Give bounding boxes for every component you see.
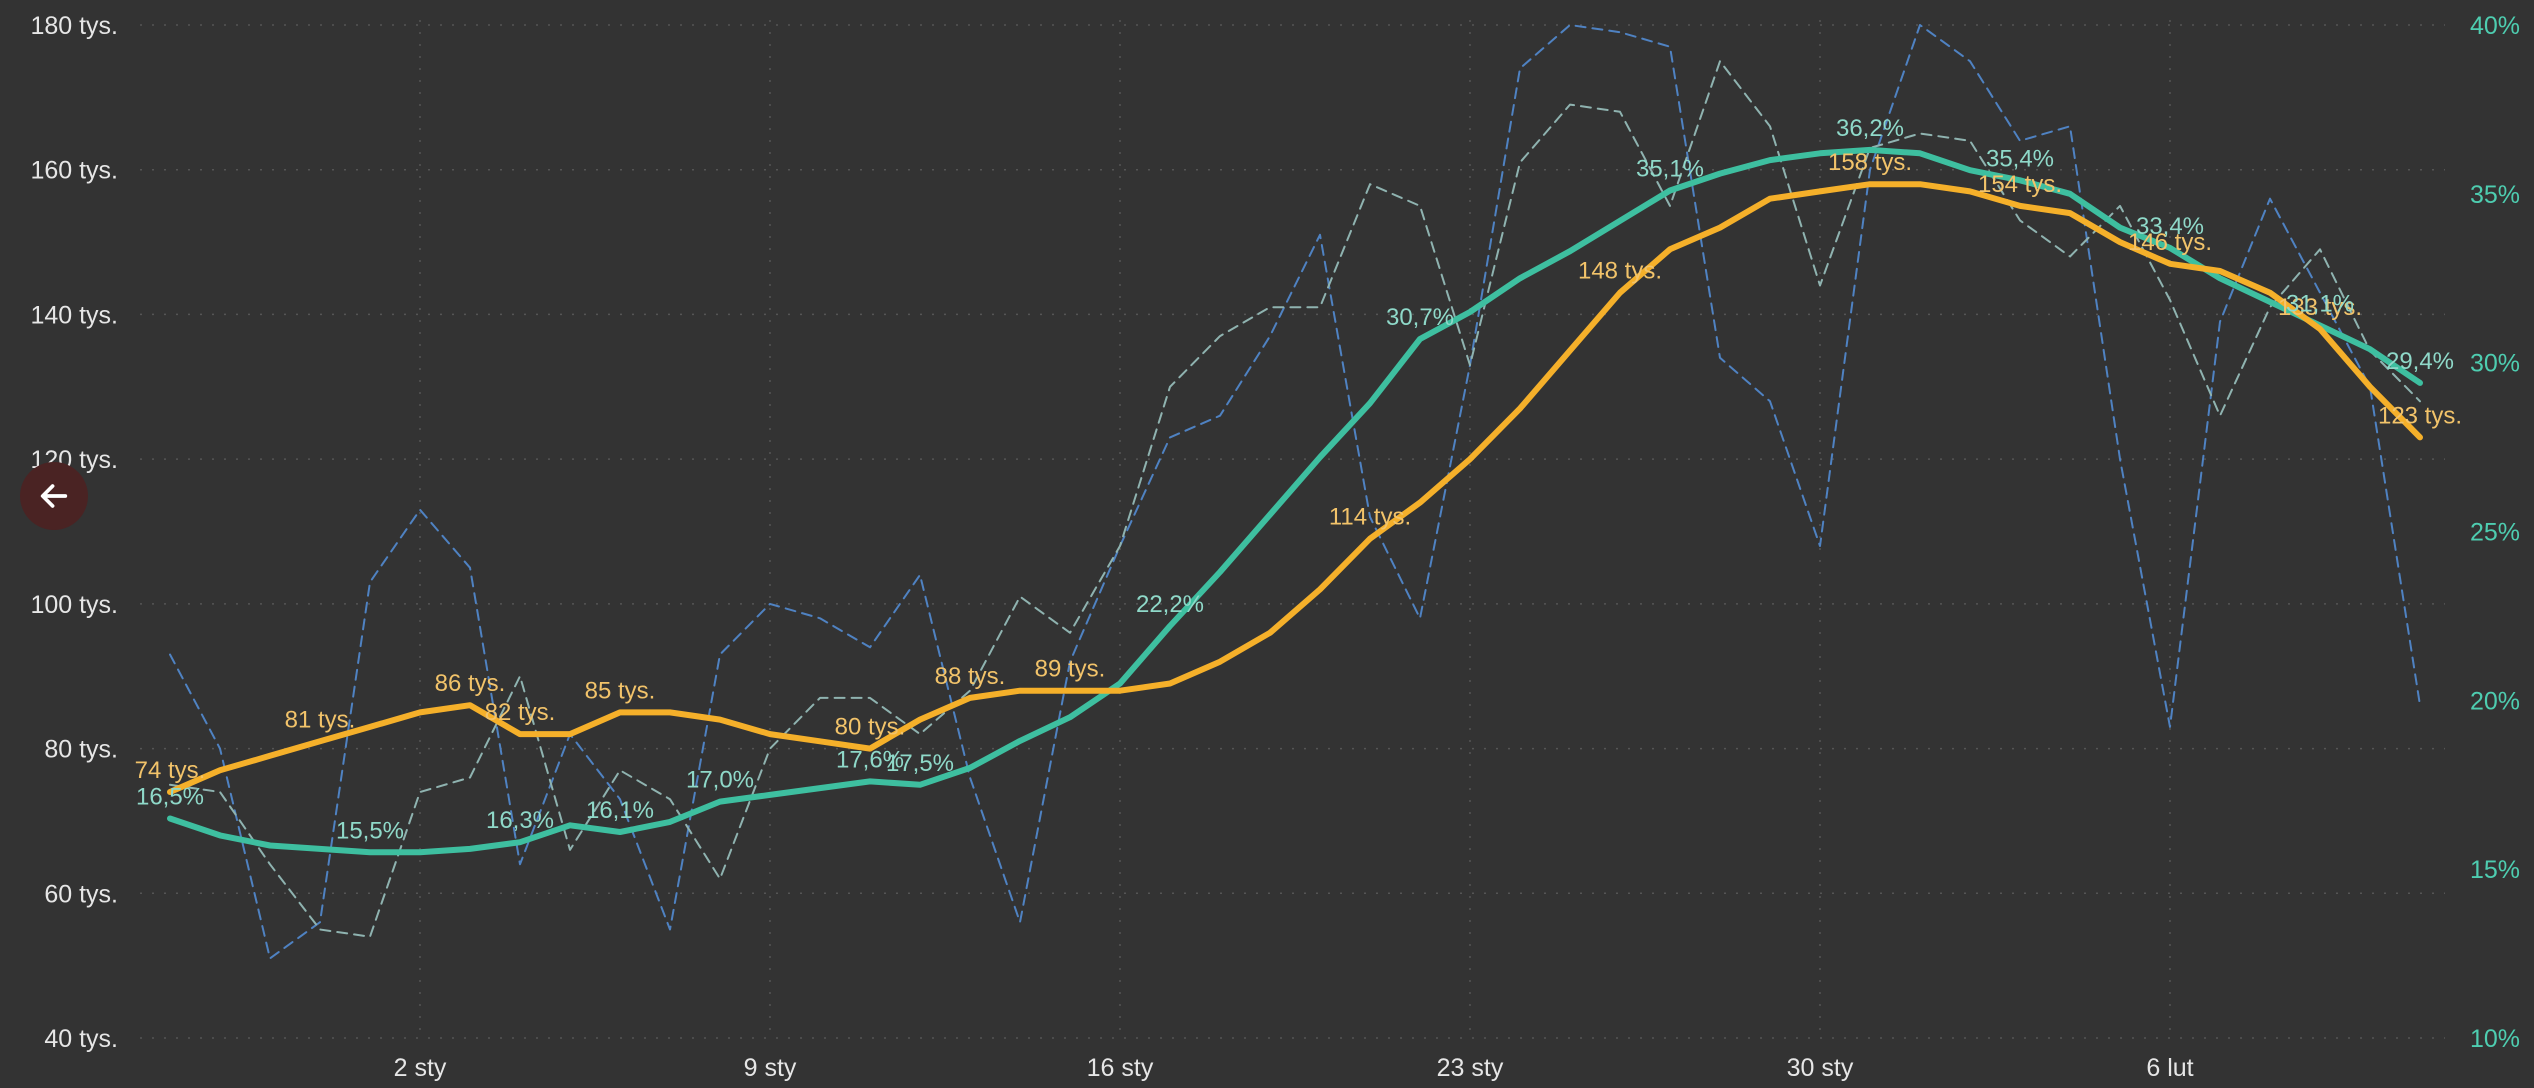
data-label: 123 tys.: [2378, 402, 2462, 429]
series-line-teal: [167, 146, 2423, 856]
data-label: 36,2%: [1836, 115, 1904, 142]
data-label: 148 tys.: [1578, 258, 1662, 285]
data-label: 16,1%: [586, 797, 654, 824]
series-line-orange: [167, 181, 2423, 795]
y-right-tick-label: 25%: [2470, 519, 2520, 547]
data-label: 114 tys.: [1329, 504, 1411, 531]
data-label: 16,3%: [486, 807, 554, 834]
axis-tick-labels: 40 tys.60 tys.80 tys.100 tys.120 tys.140…: [30, 12, 2520, 1082]
data-label: 15,5%: [336, 817, 404, 844]
data-label: 17,6%: [836, 746, 904, 773]
data-label: 89 tys.: [1035, 656, 1106, 683]
y-left-tick-label: 140 tys.: [30, 301, 118, 329]
data-label: 17,0%: [686, 767, 754, 794]
data-label: 30,7%: [1386, 304, 1454, 331]
data-label: 158 tys.: [1828, 149, 1912, 176]
data-label: 35,4%: [1986, 145, 2054, 172]
data-label: 35,1%: [1636, 155, 1704, 182]
grid-lines: [140, 20, 2445, 1039]
x-tick-label: 23 sty: [1437, 1054, 1504, 1082]
y-left-tick-label: 160 tys.: [30, 157, 118, 185]
y-left-tick-label: 40 tys.: [44, 1025, 118, 1053]
x-tick-label: 30 sty: [1787, 1054, 1854, 1082]
data-label: 16,5%: [136, 784, 204, 811]
data-label: 29,4%: [2386, 348, 2454, 375]
y-right-tick-label: 30%: [2470, 350, 2520, 378]
series-line-dashed-pale: [169, 60, 2421, 938]
data-labels: 74 tys. 81 tys. 86 tys.82 tys. 85 tys. 80 ty…: [135, 115, 2462, 844]
x-tick-label: 6 lut: [2146, 1054, 2193, 1082]
y-right-tick-label: 20%: [2470, 687, 2520, 715]
y-right-tick-label: 35%: [2470, 181, 2520, 209]
data-label: 31,1%: [2286, 291, 2354, 318]
y-left-tick-label: 80 tys.: [44, 736, 118, 764]
data-label: 86 tys.: [435, 670, 506, 697]
y-right-tick-label: 10%: [2470, 1025, 2520, 1053]
y-right-tick-label: 15%: [2470, 856, 2520, 884]
data-label: 85 tys.: [585, 677, 656, 704]
data-label: 80 tys.: [835, 714, 906, 741]
data-label: 22,2%: [1136, 591, 1204, 618]
x-tick-label: 9 sty: [744, 1054, 797, 1082]
y-left-tick-label: 100 tys.: [30, 591, 118, 619]
data-label: 154 tys.: [1978, 171, 2062, 198]
back-button[interactable]: [20, 462, 88, 530]
data-label: 33,4%: [2136, 213, 2204, 240]
data-label: 17,5%: [886, 750, 954, 777]
data-label: 146 tys.: [2128, 229, 2212, 256]
series-lines: [167, 24, 2423, 960]
data-label: 81 tys.: [285, 706, 356, 733]
y-right-tick-label: 40%: [2470, 12, 2520, 40]
y-left-tick-label: 60 tys.: [44, 880, 118, 908]
data-label: 74 tys.: [135, 757, 206, 784]
series-line-dashed-blue: [169, 24, 2421, 960]
data-label: 133 tys.: [2278, 294, 2362, 321]
x-tick-label: 16 sty: [1087, 1054, 1154, 1082]
x-tick-label: 2 sty: [394, 1054, 447, 1082]
data-label: 88 tys.: [935, 663, 1006, 690]
data-label: 82 tys.: [485, 699, 556, 726]
arrow-left-icon: [40, 484, 68, 508]
y-left-tick-label: 180 tys.: [30, 12, 118, 40]
